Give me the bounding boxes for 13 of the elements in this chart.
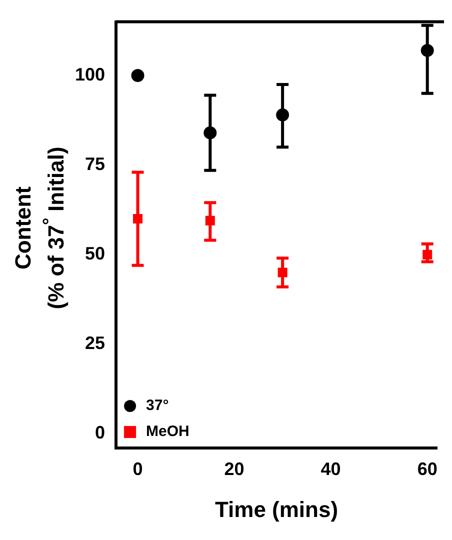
point (131, 69, 144, 82)
y-tick-label: 25 (85, 333, 106, 354)
x-tick-label: 20 (224, 458, 244, 479)
legend-label: 37° (146, 397, 169, 414)
y-tick-label: 50 (85, 244, 106, 264)
x-axis-title: Time (mins) (214, 496, 338, 522)
y-tick-label: 100 (74, 64, 106, 84)
legend-label: MeOH (146, 423, 190, 440)
x-tick-label: 0 (132, 458, 143, 479)
y-tick-label: 0 (95, 422, 106, 443)
x-tick-label: 40 (320, 458, 341, 479)
y-tick-label: 75 (85, 154, 106, 174)
x-tick-label: 60 (417, 458, 438, 479)
